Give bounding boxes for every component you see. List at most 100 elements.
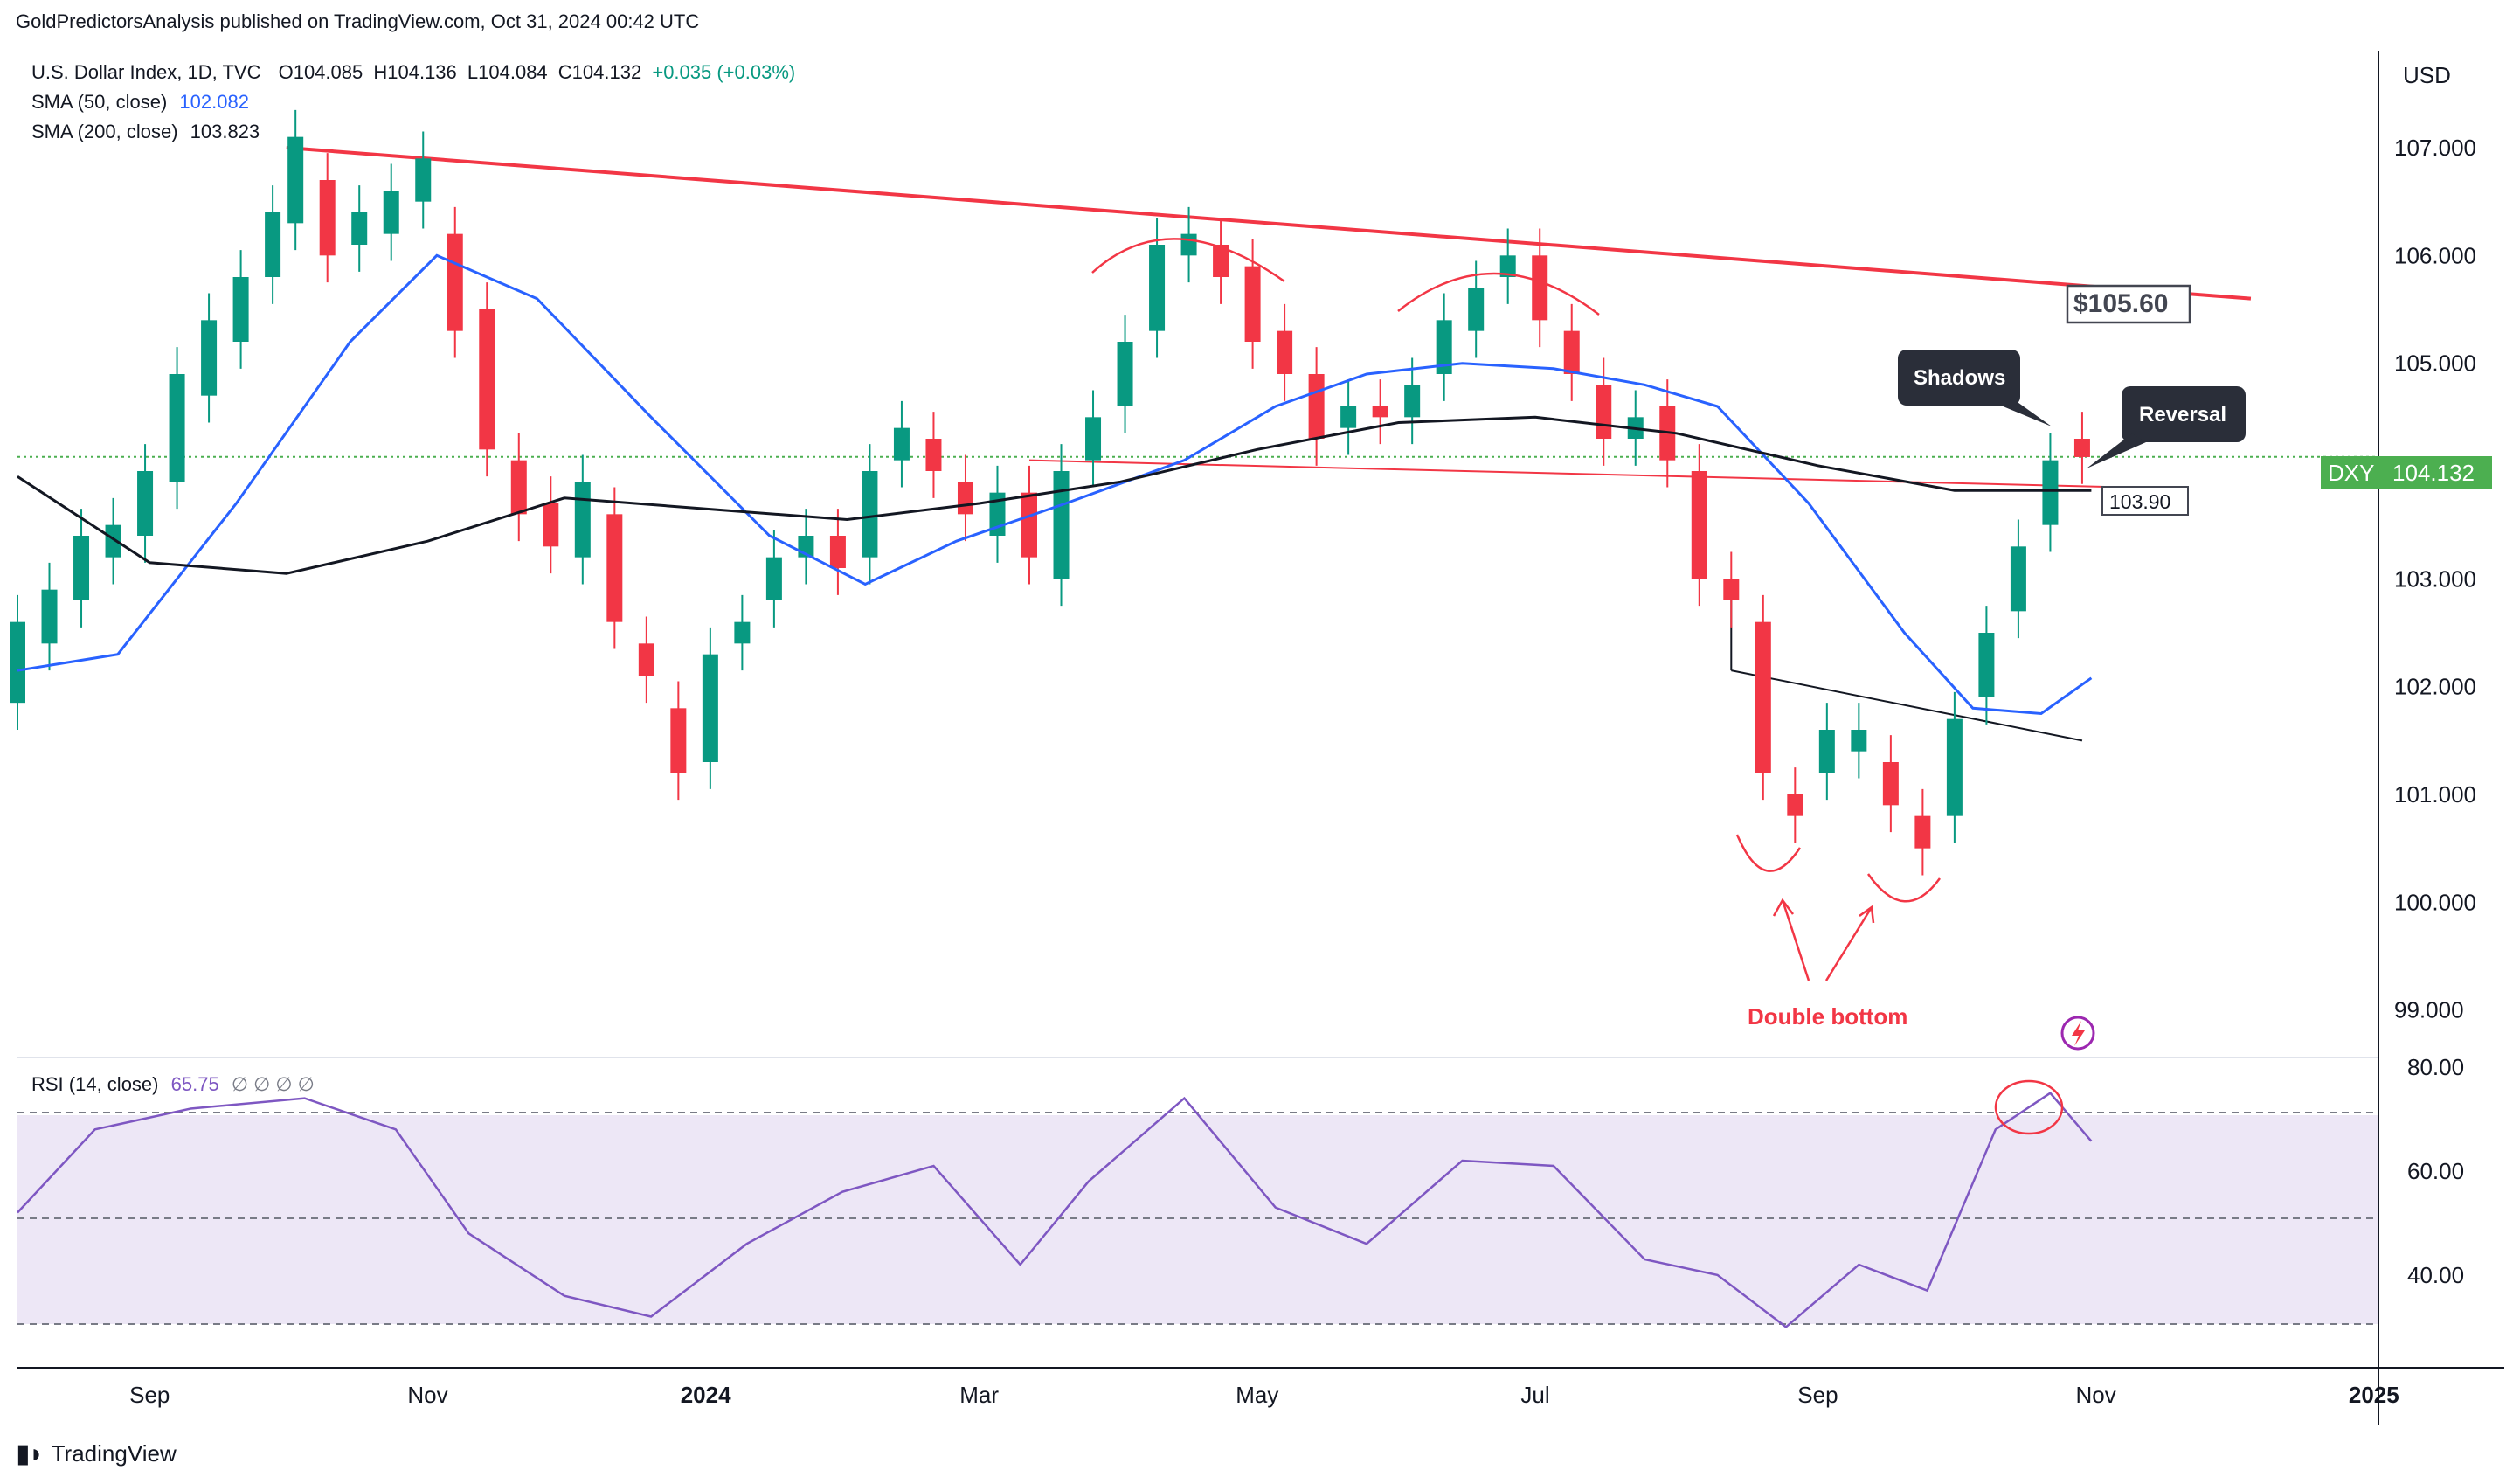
candle-body — [41, 589, 58, 644]
candle-body — [351, 212, 368, 245]
candle-body — [1532, 255, 1548, 321]
candle-body — [1499, 255, 1516, 277]
support-trendline — [1028, 459, 2123, 489]
candle-body — [447, 233, 463, 331]
double-bottom-arrow-2 — [1824, 906, 1873, 981]
candle-body — [1085, 417, 1102, 461]
tradingview-logo[interactable]: ▮◗ TradingView — [16, 1439, 177, 1468]
reversal-callout — [2122, 386, 2246, 442]
time-tick-label: Nov — [407, 1382, 447, 1408]
candle-body — [1053, 471, 1070, 579]
candle-body — [479, 309, 495, 450]
rsi-circle — [1994, 1079, 2064, 1135]
candle-body — [606, 514, 623, 622]
low-value: L104.084 — [467, 61, 548, 83]
candle-body — [10, 621, 25, 704]
candle-body — [1851, 730, 1867, 752]
price-tick-label: 99.000 — [2394, 997, 2464, 1023]
rsi-value: 65.75 — [170, 1073, 219, 1095]
candle-body — [510, 460, 527, 515]
symbol-legend: U.S. Dollar Index, 1D, TVC O104.085 H104… — [31, 61, 795, 84]
sma50-line — [17, 253, 2093, 716]
time-tick-label: Mar — [959, 1382, 999, 1408]
candle-body — [105, 524, 121, 558]
close-value: C104.132 — [557, 61, 642, 83]
support-price-box — [2101, 486, 2189, 516]
candle-body — [1946, 718, 1963, 816]
rsi-band — [17, 1115, 2378, 1324]
time-tick-label: Sep — [129, 1382, 170, 1408]
sma200-line — [17, 415, 2092, 575]
candle-body — [957, 482, 973, 515]
sma50-value: 102.082 — [179, 91, 249, 113]
rsi-legend: RSI (14, close) 65.75 ∅ ∅ ∅ ∅ — [31, 1073, 315, 1096]
candle-body — [1340, 406, 1357, 428]
time-tick-label: 2024 — [681, 1382, 731, 1408]
price-tick-label: 100.000 — [2394, 889, 2476, 915]
candle-body — [1308, 374, 1325, 439]
lightning-icon[interactable] — [2060, 1016, 2095, 1051]
candle-body — [1404, 385, 1421, 418]
shadows-callout — [1898, 350, 2020, 406]
rsi-tick-label: 40.00 — [2407, 1262, 2464, 1288]
top-arc-1 — [1091, 238, 1285, 283]
price-tick-label: 105.000 — [2394, 350, 2476, 377]
candle-body — [702, 654, 718, 762]
top-arc-2 — [1397, 272, 1600, 316]
price-tick-label: 103.000 — [2394, 565, 2476, 592]
candle-body — [1818, 730, 1835, 773]
candle-body — [829, 536, 846, 568]
reversal-callout-tail — [2087, 433, 2146, 468]
candle-body — [1149, 245, 1166, 331]
bottom-arc-2 — [1866, 873, 1942, 903]
time-tick-label: Nov — [2075, 1382, 2115, 1408]
candle-body — [765, 557, 782, 600]
candle-body — [734, 621, 751, 644]
symbol-title: U.S. Dollar Index, 1D, TVC — [31, 61, 261, 83]
double-bottom-arrowhead-1 — [1772, 898, 1794, 917]
candle-body — [319, 180, 336, 256]
candle-body — [73, 536, 90, 600]
price-tick-label: 106.000 — [2394, 242, 2476, 268]
candle-body — [638, 643, 654, 676]
tradingview-logo-icon: ▮◗ — [16, 1439, 45, 1468]
candle-body — [1117, 342, 1133, 406]
candle-body — [201, 320, 218, 396]
time-ticks[interactable]: Sep Nov 2024 Mar May Jul Sep Nov 2025 — [129, 1382, 2399, 1408]
resistance-price-box — [2066, 284, 2191, 324]
candle-body — [137, 471, 154, 536]
candle-body — [415, 158, 432, 202]
candle-body — [893, 427, 910, 461]
candle-body — [1882, 762, 1899, 806]
rsi-line — [17, 1092, 2093, 1329]
candle-body — [1723, 579, 1740, 600]
candle-body — [1372, 406, 1388, 418]
sma50-legend: SMA (50, close) 102.082 — [31, 91, 249, 114]
shadows-label: Shadows — [1914, 366, 2005, 390]
price-tick-label: 102.000 — [2394, 674, 2476, 700]
open-value: O104.085 — [278, 61, 363, 83]
candle-body — [1691, 471, 1707, 579]
candle-body — [574, 482, 591, 558]
support-price-label: 103.90 — [2109, 490, 2170, 513]
candle-body — [543, 503, 559, 547]
candle-body — [1244, 266, 1261, 342]
candle-body — [670, 708, 687, 773]
rsi-label: RSI (14, close) — [31, 1073, 159, 1095]
resistance-price-label: $105.60 — [2073, 289, 2168, 318]
shadows-callout-tail — [2001, 400, 2052, 426]
candle-body — [925, 439, 942, 471]
current-price: 104.132 — [2392, 460, 2475, 486]
candle-body — [2010, 546, 2026, 612]
candle-body — [169, 374, 185, 482]
candle-body — [1563, 330, 1580, 374]
candle-body — [1468, 288, 1485, 331]
rsi-tick-label: 80.00 — [2407, 1054, 2464, 1080]
sma200-value: 103.823 — [190, 121, 260, 142]
price-tick-label: 101.000 — [2394, 781, 2476, 808]
double-bottom-label: Double bottom — [1748, 1003, 1907, 1030]
sma200-legend: SMA (200, close) 103.823 — [31, 121, 260, 143]
double-bottom-arrow-1 — [1781, 899, 1810, 981]
time-tick-label: Jul — [1520, 1382, 1549, 1408]
